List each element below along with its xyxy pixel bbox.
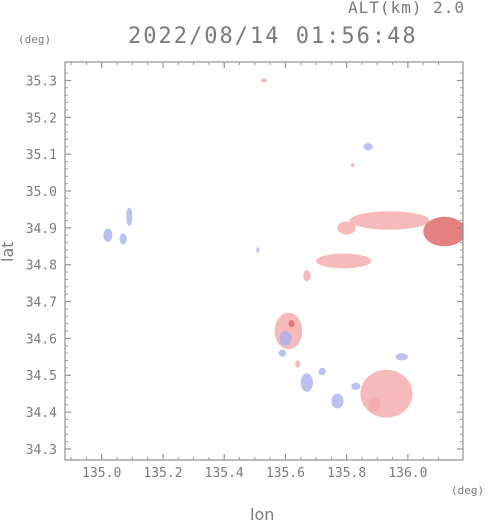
echo-layer (103, 78, 463, 418)
echo-region-positive (316, 253, 372, 269)
y-tick-label: 35.0 (26, 185, 57, 200)
x-tick-label: 135.2 (143, 466, 182, 481)
y-tick-label: 34.6 (26, 332, 57, 347)
y-tick-label: 34.8 (26, 259, 57, 274)
x-tick-label: 135.0 (82, 466, 121, 481)
y-tick-label: 35.1 (26, 148, 57, 163)
altitude-label: ALT(km) 2.0 (348, 0, 465, 17)
echo-region-negative (331, 393, 344, 409)
x-tick-label: 136.0 (388, 466, 427, 481)
echo-region-negative (103, 228, 113, 242)
echo-region-negative (363, 143, 373, 151)
x-tick-label: 135.4 (205, 466, 244, 481)
y-tick-label: 34.5 (26, 369, 57, 384)
echo-region-positive (260, 78, 268, 83)
x-tick-label: 135.8 (327, 466, 366, 481)
timestamp-title: 2022/08/14 01:56:48 (128, 24, 418, 49)
echo-region-negative (278, 349, 287, 357)
x-unit-label: (deg) (451, 484, 485, 497)
echo-region-positive (337, 221, 356, 235)
echo-region-positive (295, 360, 301, 368)
y-tick-label: 34.9 (26, 222, 57, 237)
x-tick-label: 135.6 (266, 466, 305, 481)
echo-region-positive (368, 397, 381, 413)
echo-region-negative (318, 367, 326, 376)
echo-region-negative (126, 207, 133, 226)
y-tick-label: 34.3 (26, 443, 57, 458)
y-tick-label: 35.2 (26, 111, 57, 126)
echo-region-strong_positive (423, 216, 463, 247)
y-unit-label: (deg) (18, 33, 52, 46)
echo-region-strong_positive (288, 319, 295, 328)
echo-region-positive (349, 211, 430, 230)
echo-region-negative (351, 382, 361, 390)
echo-region-negative (395, 353, 408, 361)
x-axis-label: lon (250, 505, 275, 524)
echo-region-negative (300, 373, 313, 392)
echo-region-negative (119, 233, 127, 245)
echo-region-positive (350, 162, 355, 168)
echo-region-positive (360, 369, 413, 418)
echo-region-positive (303, 270, 311, 282)
y-tick-label: 34.7 (26, 296, 57, 311)
echo-region-negative (279, 331, 292, 346)
y-tick-label: 35.3 (26, 74, 57, 89)
echo-region-negative (256, 246, 260, 253)
plot-frame (64, 61, 464, 461)
y-tick-label: 34.4 (26, 406, 57, 421)
